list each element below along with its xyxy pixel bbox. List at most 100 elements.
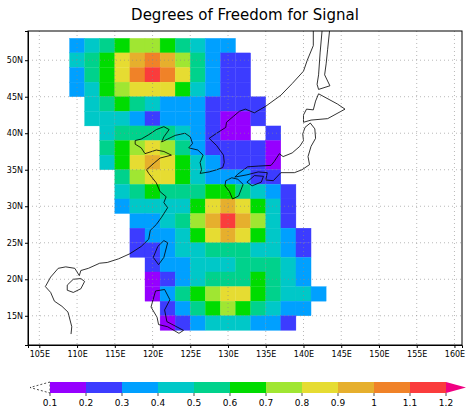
cell <box>190 301 205 316</box>
cell <box>205 257 220 272</box>
cell <box>236 228 251 243</box>
grid-line <box>152 31 153 345</box>
cell <box>175 155 190 170</box>
colorbar-box <box>266 382 302 393</box>
cell <box>251 243 266 258</box>
cell <box>266 184 281 199</box>
y-tick-label: 35N <box>7 166 23 175</box>
colorbar-tick <box>302 393 303 396</box>
grid-line <box>114 31 115 345</box>
cell <box>296 287 311 302</box>
cell <box>220 38 235 53</box>
cell <box>175 316 190 331</box>
y-tick: 35N <box>7 166 28 175</box>
y-tick: 50N <box>7 56 28 65</box>
cell <box>190 82 205 97</box>
cell <box>160 228 175 243</box>
cell <box>251 301 266 316</box>
cell <box>190 228 205 243</box>
cell <box>281 287 296 302</box>
coastline <box>247 176 264 186</box>
cell <box>145 97 160 112</box>
x-tick-label: 125E <box>181 350 201 359</box>
x-tick: 110E <box>67 345 87 359</box>
colorbar-tick <box>50 393 51 396</box>
grid-line <box>28 60 462 61</box>
cell <box>266 301 281 316</box>
cell <box>130 82 145 97</box>
cell <box>205 38 220 53</box>
cell <box>175 111 190 126</box>
cell <box>220 97 235 112</box>
cell <box>130 155 145 170</box>
cell <box>100 82 115 97</box>
cell <box>115 53 130 68</box>
y-tick-label: 15N <box>7 312 23 321</box>
cell <box>251 184 266 199</box>
colorbar-label: 1.1 <box>403 398 417 408</box>
cell <box>130 97 145 112</box>
cell <box>236 111 251 126</box>
colorbar-box <box>122 382 158 393</box>
grid-line <box>28 169 462 170</box>
colorbar-box <box>302 382 338 393</box>
colorbar-label: 0.3 <box>115 398 129 408</box>
cell <box>175 214 190 229</box>
cell <box>236 68 251 83</box>
coastline <box>151 290 183 334</box>
grid-line <box>228 31 229 345</box>
x-tick-label: 130E <box>218 350 238 359</box>
chart: Degrees of Freedom for Signal105E110E115… <box>0 0 474 412</box>
cell <box>205 97 220 112</box>
x-tick: 120E <box>143 345 163 359</box>
grid-line <box>265 31 266 345</box>
cell <box>190 170 205 185</box>
grid-line <box>28 279 462 280</box>
colorbar-tick <box>230 393 231 396</box>
cell <box>205 301 220 316</box>
x-tick-label: 145E <box>332 350 352 359</box>
x-tick-mark <box>454 345 455 348</box>
title: Degrees of Freedom for Signal <box>131 6 359 24</box>
cell <box>115 111 130 126</box>
x-tick-mark <box>417 345 418 348</box>
cell <box>266 228 281 243</box>
y-tick-mark <box>25 316 28 317</box>
cell <box>236 97 251 112</box>
cell <box>266 141 281 156</box>
cell <box>175 184 190 199</box>
x-tick-label: 160E <box>445 350 465 359</box>
colorbar-tick <box>374 393 375 396</box>
cell <box>115 38 130 53</box>
cell <box>205 82 220 97</box>
cell <box>190 214 205 229</box>
grid-line <box>454 31 455 345</box>
cell <box>236 155 251 170</box>
colorbar-label: 0.7 <box>259 398 273 408</box>
cell <box>160 38 175 53</box>
y-tick-mark <box>25 279 28 280</box>
cell <box>251 287 266 302</box>
cell <box>251 214 266 229</box>
cell <box>266 287 281 302</box>
coastline <box>45 31 313 334</box>
y-tick-label: 40N <box>7 129 23 138</box>
y-tick-mark <box>25 60 28 61</box>
colorbar-box <box>230 382 266 393</box>
colorbar-label: 0.5 <box>187 398 201 408</box>
x-tick-mark <box>77 345 78 348</box>
x-tick-mark <box>379 345 380 348</box>
colorbar-box <box>338 382 374 393</box>
y-axis: 15N20N25N30N35N40N45N50N <box>7 32 29 346</box>
grid-line <box>378 31 379 345</box>
cell <box>311 287 326 302</box>
frame <box>28 31 462 345</box>
y-tick-label: 30N <box>7 202 23 211</box>
cell <box>190 68 205 83</box>
cell <box>266 170 281 185</box>
grid-line <box>190 31 191 345</box>
cell <box>190 155 205 170</box>
cell <box>85 82 100 97</box>
x-tick-mark <box>266 345 267 348</box>
y-tick-mark <box>25 206 28 207</box>
